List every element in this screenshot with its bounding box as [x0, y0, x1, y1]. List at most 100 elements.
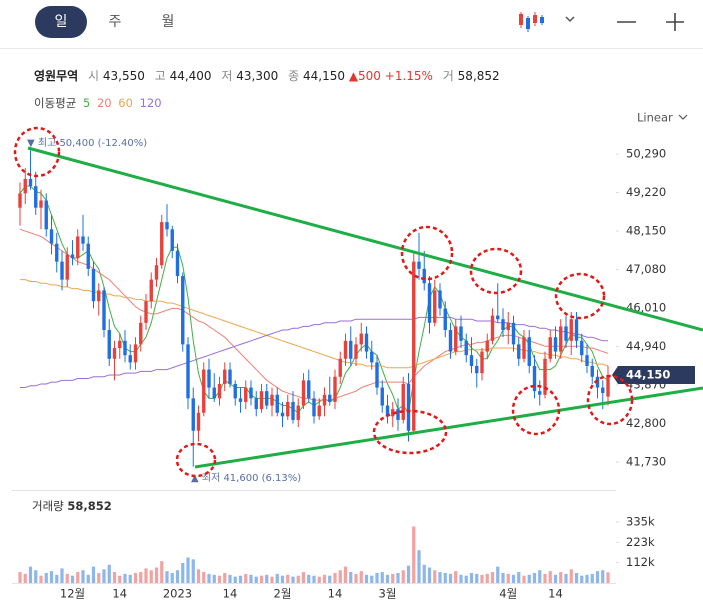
toolbar-icons [519, 12, 684, 32]
candle-body [65, 254, 69, 280]
candle-body [422, 268, 426, 284]
change-pct: +1.15% [384, 69, 433, 83]
candle-body [301, 380, 306, 406]
candle-body [601, 387, 605, 393]
ma-legend-item[interactable]: 5 [82, 96, 91, 110]
chart-type-chevron[interactable] [565, 16, 575, 23]
y-tick-label: 48,150 [626, 224, 666, 238]
candle-body [296, 405, 300, 420]
candle-body [543, 358, 547, 395]
tab-day[interactable]: 일 [35, 6, 87, 38]
candle-body [254, 398, 258, 410]
candle-body [233, 383, 237, 399]
candle-body [511, 322, 516, 345]
ma-legend-item[interactable]: 60 [118, 96, 133, 110]
volume-bar [81, 570, 85, 583]
ma-legend-item[interactable]: 20 [96, 96, 112, 110]
volume-bar [76, 572, 80, 583]
volume-bar [23, 573, 27, 583]
volume-bar [259, 575, 264, 583]
tab-week[interactable]: 주 [108, 14, 122, 30]
candle-body [49, 229, 54, 244]
candle-body [107, 330, 111, 359]
volume-bar [359, 571, 363, 583]
field-label: 저 [221, 69, 233, 83]
chart-type-button[interactable] [519, 12, 544, 32]
volume-bar [454, 571, 458, 583]
candle-body [343, 340, 348, 359]
candle-body [244, 387, 248, 402]
field-label: 시 [88, 69, 100, 83]
candle-body [443, 308, 447, 330]
volume-bar [317, 576, 321, 583]
x-tick-label: 2월 [274, 587, 292, 601]
volume-bar [427, 567, 432, 583]
candle-body [501, 319, 505, 330]
candle-body [123, 340, 127, 356]
volume-bar [469, 572, 474, 583]
volume-tick-label: 112k [626, 555, 655, 569]
volume-bar [511, 574, 516, 583]
volume-bar [475, 573, 479, 583]
x-tick-label: 2023 [163, 587, 192, 601]
volume-bar [86, 574, 90, 583]
volume-bar [181, 562, 185, 583]
volume-bar [522, 575, 526, 583]
scale-label[interactable]: Linear [637, 111, 673, 125]
candle-body [23, 178, 27, 194]
volume-bar [349, 572, 353, 583]
candle-body [34, 186, 38, 208]
volume-bar [170, 572, 174, 583]
volume-bar [65, 573, 69, 583]
volume-bar [160, 561, 164, 583]
volume-bar [580, 575, 584, 583]
volume-bar [569, 569, 573, 583]
volume-title: 거래량 58,852 [32, 499, 112, 513]
x-tick-label: 14 [112, 587, 127, 601]
candle-body [181, 276, 185, 345]
y-tick-label: 41,730 [626, 455, 666, 469]
volume-bar [165, 571, 169, 583]
low-label: ▲ 최저 41,600 (6.13%) [191, 472, 301, 484]
tab-month[interactable]: 월 [161, 14, 175, 30]
candle-body [564, 326, 568, 341]
volume-bar [422, 564, 426, 583]
volume-value: 58,852 [457, 69, 500, 83]
volume-bar [107, 564, 111, 583]
x-tick-label: 12월 [60, 587, 85, 601]
candle-body [375, 362, 379, 388]
candle-body [186, 344, 190, 399]
volume-bar [128, 574, 132, 583]
volume-bar [233, 576, 237, 583]
volume-bar [291, 576, 295, 583]
ma-legend-item[interactable]: 120 [139, 96, 162, 110]
field-value: 43,300 [236, 69, 279, 83]
candle-body [569, 319, 573, 341]
candle-body [517, 344, 521, 359]
candle-body [175, 250, 180, 277]
volume-bar [548, 571, 552, 583]
volume-bar [39, 575, 43, 583]
volume-bar [559, 572, 563, 583]
x-tick-label: 14 [328, 587, 343, 601]
volume-bar [70, 575, 75, 583]
candle-body [97, 290, 101, 302]
volume-bar [301, 572, 306, 583]
zoom-in-button[interactable] [666, 13, 684, 31]
candle-body [154, 265, 159, 280]
annotations [13, 126, 703, 478]
scale-chevron[interactable] [678, 114, 688, 120]
highlight-circle [175, 442, 217, 478]
volume-bar [496, 566, 500, 583]
volume-title-text: 거래량 [32, 499, 64, 513]
candle-body [438, 290, 442, 309]
candle-body [170, 229, 174, 251]
volume-bar [175, 570, 180, 583]
candle-body [196, 412, 201, 431]
candle-body [118, 340, 122, 348]
candle-body [574, 319, 579, 341]
volume-bar [275, 573, 279, 583]
volume-bar [112, 572, 117, 583]
volume-bar [123, 573, 127, 583]
